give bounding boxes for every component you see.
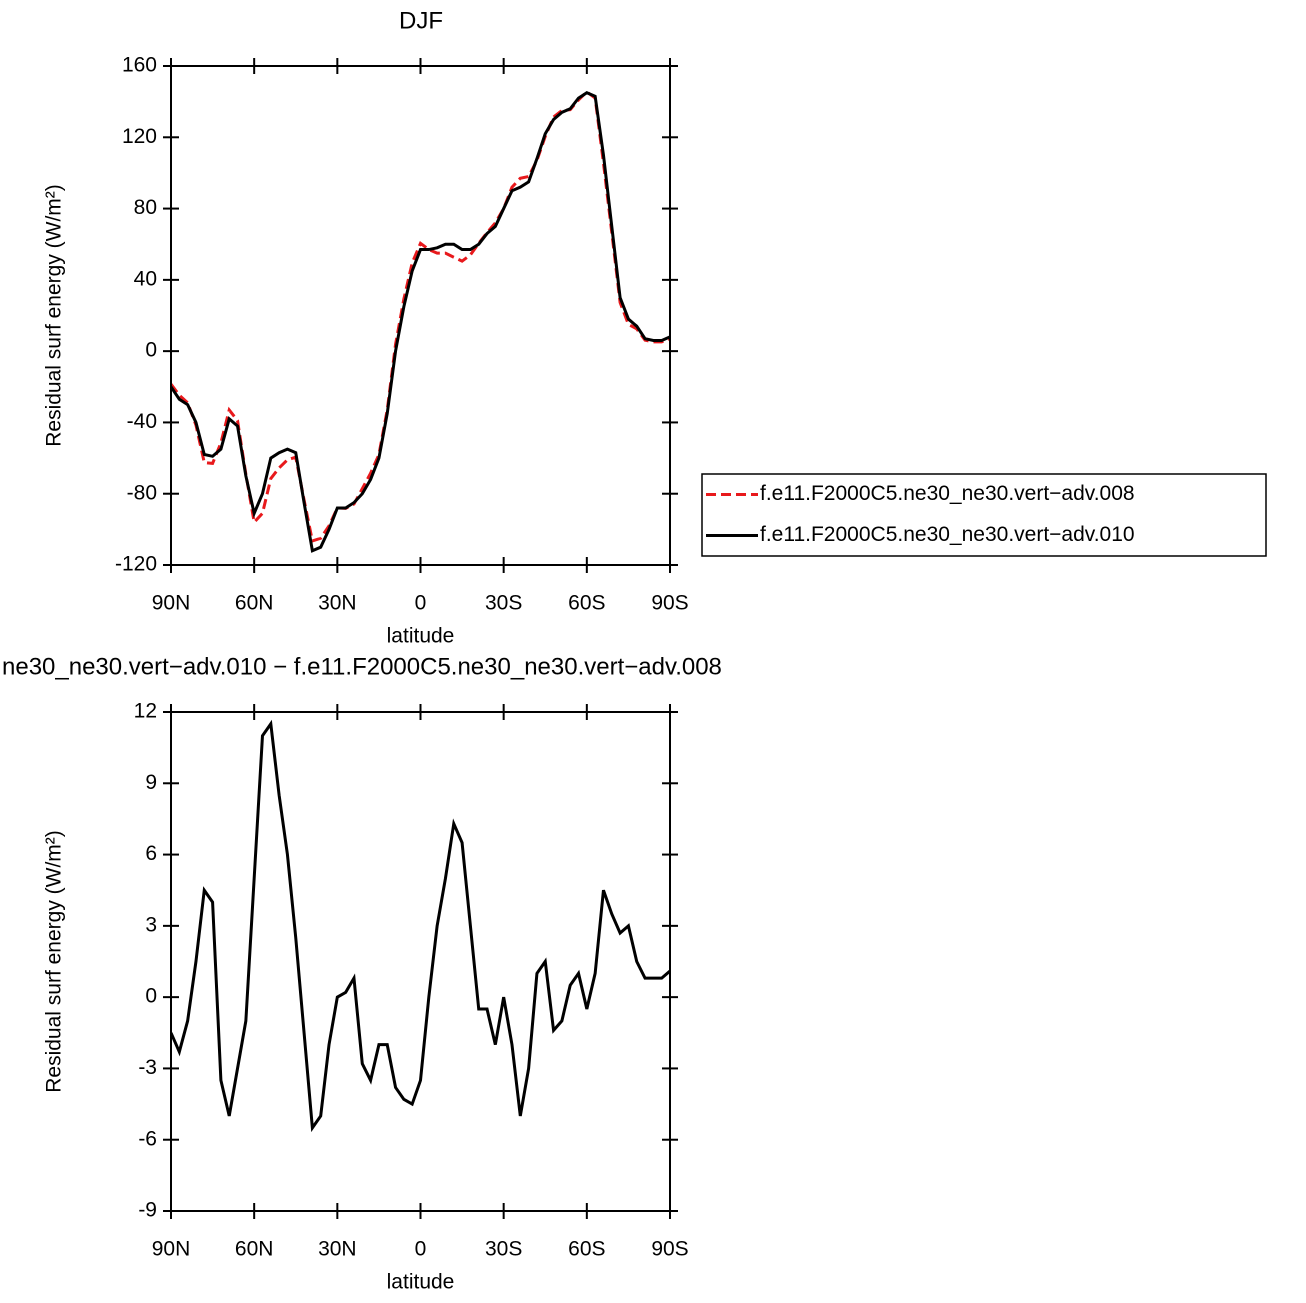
y-tick-label: -3: [138, 1056, 157, 1079]
y-tick-label: -9: [138, 1199, 157, 1222]
x-axis-label: latitude: [387, 625, 455, 648]
y-tick-label: 40: [134, 267, 157, 290]
y-tick-label: 120: [122, 125, 157, 148]
y-axis-label: Residual surf energy (W/m²): [43, 830, 66, 1093]
y-tick-label: 3: [145, 913, 157, 936]
legend-box: [701, 473, 1267, 557]
y-tick-label: -120: [115, 553, 157, 576]
y-tick-label: -40: [127, 410, 157, 433]
x-tick-label: 90S: [651, 1238, 688, 1261]
x-tick-label: 60N: [235, 592, 274, 615]
chart-title: DJF: [399, 7, 443, 34]
x-tick-label: 30N: [318, 1238, 357, 1261]
y-tick-label: 12: [134, 700, 157, 723]
plot-frame: [170, 711, 671, 1212]
plot-frame: [170, 65, 671, 566]
x-tick-label: 0: [415, 592, 427, 615]
x-tick-label: 30S: [485, 592, 522, 615]
y-tick-label: 80: [134, 196, 157, 219]
x-tick-label: 60S: [568, 1238, 605, 1261]
data-line: [171, 91, 670, 553]
x-axis-label: latitude: [387, 1271, 455, 1294]
legend-label: f.e11.F2000C5.ne30_ne30.vert−adv.010: [760, 523, 1135, 546]
y-tick-label: 0: [145, 339, 157, 362]
x-tick-label: 60N: [235, 1238, 274, 1261]
x-tick-label: 90N: [152, 1238, 191, 1261]
x-tick-label: 60S: [568, 592, 605, 615]
data-line: [171, 89, 670, 543]
data-line: [171, 719, 670, 1133]
x-tick-label: 90N: [152, 592, 191, 615]
y-tick-label: -6: [138, 1127, 157, 1150]
x-tick-label: 30N: [318, 592, 357, 615]
y-axis-label: Residual surf energy (W/m²): [43, 184, 66, 447]
y-tick-label: 0: [145, 985, 157, 1008]
x-tick-label: 90S: [651, 592, 688, 615]
legend-label: f.e11.F2000C5.ne30_ne30.vert−adv.008: [760, 482, 1135, 505]
y-tick-label: 9: [145, 771, 157, 794]
chart-title: ne30_ne30.vert−adv.010 − f.e11.F2000C5.n…: [2, 653, 722, 680]
y-tick-label: 6: [145, 842, 157, 865]
y-tick-label: -80: [127, 481, 157, 504]
x-tick-label: 0: [415, 1238, 427, 1261]
y-tick-label: 160: [122, 54, 157, 77]
x-tick-label: 30S: [485, 1238, 522, 1261]
